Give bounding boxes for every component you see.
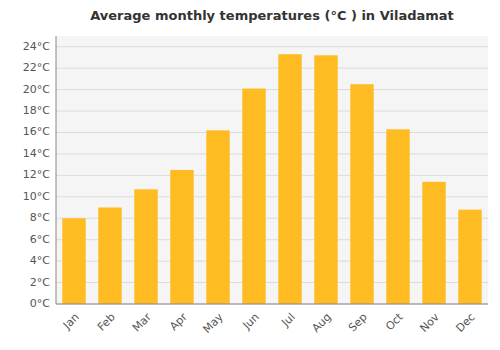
y-tick-label: 14°C	[23, 147, 50, 160]
grid-line	[56, 46, 488, 47]
grid-line	[56, 175, 488, 176]
y-tick-label: 0°C	[30, 297, 50, 310]
bar	[422, 182, 445, 304]
y-tick-label: 8°C	[30, 211, 50, 224]
y-tick-label: 6°C	[30, 233, 50, 246]
y-tick-label: 18°C	[23, 104, 50, 117]
x-tick-label: Feb	[95, 311, 118, 334]
y-tick-label: 22°C	[23, 61, 50, 74]
title: Average monthly temperatures (°C ) in Vi…	[90, 8, 454, 23]
x-tick-label: Dec	[454, 311, 478, 335]
y-tick-label: 12°C	[23, 168, 50, 181]
grid-line	[56, 132, 488, 133]
x-tick-label: Jun	[240, 311, 262, 333]
y-tick-label: 24°C	[23, 40, 50, 53]
x-tick-label: May	[200, 310, 226, 336]
grid-line	[56, 153, 488, 154]
x-axis-line	[56, 304, 488, 305]
grid-line	[56, 304, 488, 305]
bar	[278, 54, 301, 304]
bar	[98, 208, 121, 304]
bar	[134, 189, 157, 304]
x-tick-label: Oct	[383, 310, 406, 333]
y-tick-label: 4°C	[30, 254, 50, 267]
chart-container: 0°C 2°C 4°C 6°C 8°C 10°C 12°C 14°C 16°C 18°C 20°C 2…	[0, 0, 500, 350]
grid-line	[56, 68, 488, 69]
y-tick-label: 2°C	[30, 276, 50, 289]
x-tick-label: Sep	[346, 311, 370, 335]
bar	[314, 55, 337, 304]
bar	[62, 218, 85, 304]
bars	[62, 54, 481, 304]
bar	[170, 170, 193, 304]
y-tick-label: 16°C	[23, 125, 50, 138]
grid-line	[56, 89, 488, 90]
plot-background	[56, 36, 488, 304]
bar	[206, 130, 229, 304]
y-axis-line	[56, 36, 57, 304]
x-tick-label: Mar	[130, 310, 154, 334]
x-tick-label: Jul	[278, 311, 297, 330]
x-tick-label: Aug	[309, 311, 333, 335]
grid-line	[56, 111, 488, 112]
x-tick-label: Jan	[60, 311, 82, 333]
x-tick-label: Nov	[417, 310, 442, 335]
bar	[350, 84, 373, 304]
x-tick-label: Apr	[167, 310, 190, 333]
bar	[386, 129, 409, 304]
chart: 0°C 2°C 4°C 6°C 8°C 10°C 12°C 14°C 16°C 18°C 20°C 2…	[0, 0, 500, 350]
bar	[242, 89, 265, 304]
y-tick-label: 20°C	[23, 83, 50, 96]
bar	[458, 210, 481, 304]
y-tick-label: 10°C	[23, 190, 50, 203]
